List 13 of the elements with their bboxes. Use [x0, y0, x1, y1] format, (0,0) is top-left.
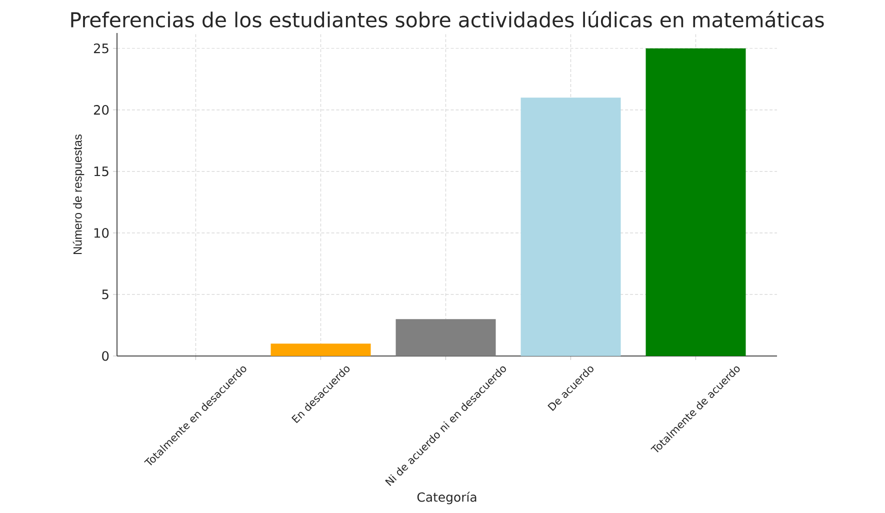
y-tick-label: 15 [94, 166, 108, 176]
y-tick-label: 25 [94, 43, 108, 54]
bar [396, 319, 496, 356]
chart-title: Preferencias de los estudiantes sobre actividades lúdicas en matemáticas [71, 10, 824, 28]
y-tick-label: 0 [102, 351, 109, 361]
y-axis-title: Número de respuestas [72, 134, 84, 254]
bar [646, 48, 746, 356]
y-tick-label: 10 [94, 228, 109, 238]
y-tick-label: 20 [94, 104, 109, 115]
bar [270, 344, 371, 356]
y-tick-label: 5 [102, 290, 108, 300]
bar [520, 98, 621, 356]
x-axis-title: Categoría [417, 492, 476, 504]
